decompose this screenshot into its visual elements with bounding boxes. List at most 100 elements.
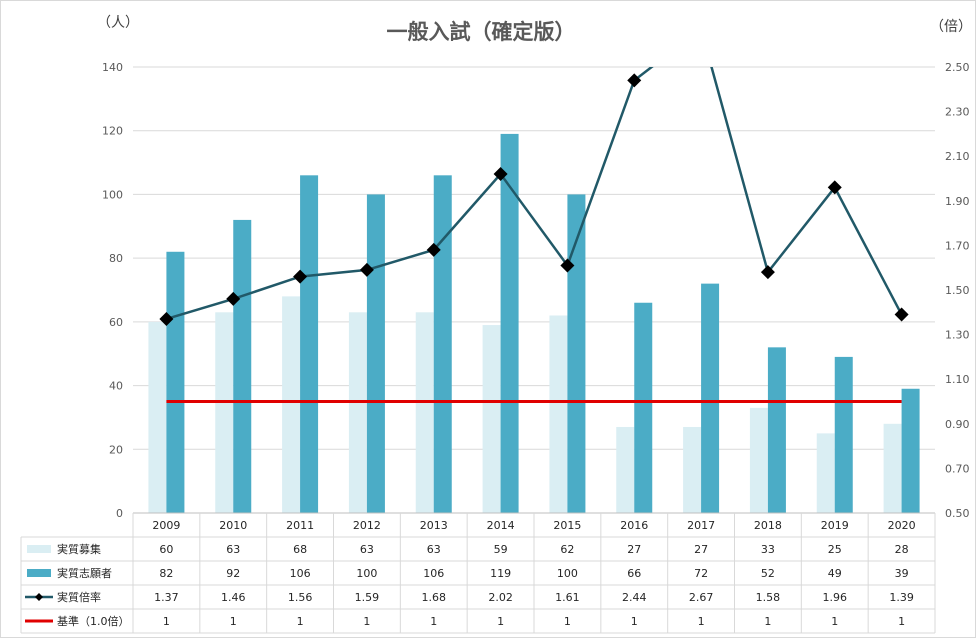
legend-label: 基準（1.0倍） [57,614,130,628]
bar-recruit [215,312,234,513]
bar-recruit [348,312,367,513]
right-tick-label: 0.90 [945,418,970,431]
right-tick-label: 2.50 [945,61,970,74]
table-cell: 27 [627,543,641,556]
table-cell: 39 [895,567,909,580]
legend-swatch [27,545,51,553]
table-cell: 63 [226,543,240,556]
table-cell: 2.67 [689,591,714,604]
ratio-point [159,311,174,326]
ratio-point [293,269,308,284]
table-cell: 1 [698,615,705,628]
table-cell: 62 [560,543,574,556]
bar-recruit [749,407,768,513]
table-cell: 1 [297,615,304,628]
left-axis-unit: （人） [97,15,139,31]
bar-applicants [567,194,586,513]
right-tick-label: 1.10 [945,373,970,386]
left-tick-label: 80 [109,252,123,265]
bar-applicants [366,194,385,513]
left-tick-label: 60 [109,316,123,329]
bar-applicants [701,283,720,513]
table-cell: 100 [356,567,377,580]
category-label: 2012 [353,519,381,532]
right-tick-label: 2.30 [945,106,970,119]
table-cell: 82 [159,567,173,580]
table-cell: 1 [163,615,170,628]
right-tick-label: 1.70 [945,239,970,252]
table-cell: 63 [427,543,441,556]
bar-recruit [683,426,702,513]
table-cell: 68 [293,543,307,556]
table-cell: 25 [828,543,842,556]
ratio-point [560,258,575,273]
right-tick-label: 1.30 [945,329,970,342]
table-cell: 1 [831,615,838,628]
ratio-point [827,180,842,195]
table-cell: 1.39 [889,591,914,604]
legend-marker [35,593,43,601]
category-label: 2016 [620,519,648,532]
table-cell: 1.46 [221,591,246,604]
bar-applicants [433,175,452,514]
bar-recruit [415,312,434,513]
bar-applicants [500,133,519,513]
bars [148,133,920,514]
legend-label: 実質募集 [57,542,101,556]
table-cell: 1.61 [555,591,580,604]
table-cell: 1 [363,615,370,628]
table-cell: 1.59 [355,591,380,604]
lines [159,67,909,403]
table-cell: 2.02 [488,591,513,604]
table-cell: 52 [761,567,775,580]
category-label: 2010 [219,519,247,532]
category-label: 2011 [286,519,314,532]
ratio-point [493,167,508,182]
category-label: 2019 [821,519,849,532]
ratio-point [226,291,241,306]
bar-recruit [549,315,568,513]
bar-applicants [300,175,319,514]
bar-applicants [166,251,185,513]
ratio-point [359,262,374,277]
left-axis-ticks: 0 20 40 60 80 100 120 140 [102,61,123,520]
table-cell: 59 [494,543,508,556]
table-cell: 1 [631,615,638,628]
left-tick-label: 20 [109,443,123,456]
category-label: 2013 [420,519,448,532]
bar-recruit [282,296,301,513]
gridlines [133,66,935,450]
legend-swatch [27,569,51,577]
table-cell: 49 [828,567,842,580]
bar-applicants [901,388,920,513]
category-label: 2018 [754,519,782,532]
bar-recruit [482,325,501,513]
left-tick-label: 40 [109,380,123,393]
table-cell: 2.44 [622,591,647,604]
right-axis-ticks: 0.50 0.70 0.90 1.10 1.30 1.50 1.70 1.90 2.10 2.30… [945,61,970,520]
data-table: 2009 2010 2011 2012 2013 2014 2015 2016 2017 2018… [20,512,936,634]
table-cell: 1.96 [823,591,848,604]
category-label: 2017 [687,519,715,532]
table-cell: 1 [230,615,237,628]
right-tick-label: 0.50 [945,507,970,520]
table-cell: 100 [557,567,578,580]
category-label: 2014 [487,519,515,532]
table-cell: 66 [627,567,641,580]
ratio-point [627,73,642,88]
bar-applicants [233,219,252,513]
table-cell: 106 [290,567,311,580]
table-cell: 92 [226,567,240,580]
bar-recruit [816,433,835,513]
left-tick-label: 100 [102,188,123,201]
legend-label: 実質倍率 [57,590,101,604]
table-cell: 1.56 [288,591,313,604]
table-cell: 1 [898,615,905,628]
right-tick-label: 0.70 [945,462,970,475]
left-tick-label: 0 [116,507,123,520]
chart-title: 一般入試（確定版） [387,20,576,44]
table-cell: 1 [564,615,571,628]
table-cell: 33 [761,543,775,556]
